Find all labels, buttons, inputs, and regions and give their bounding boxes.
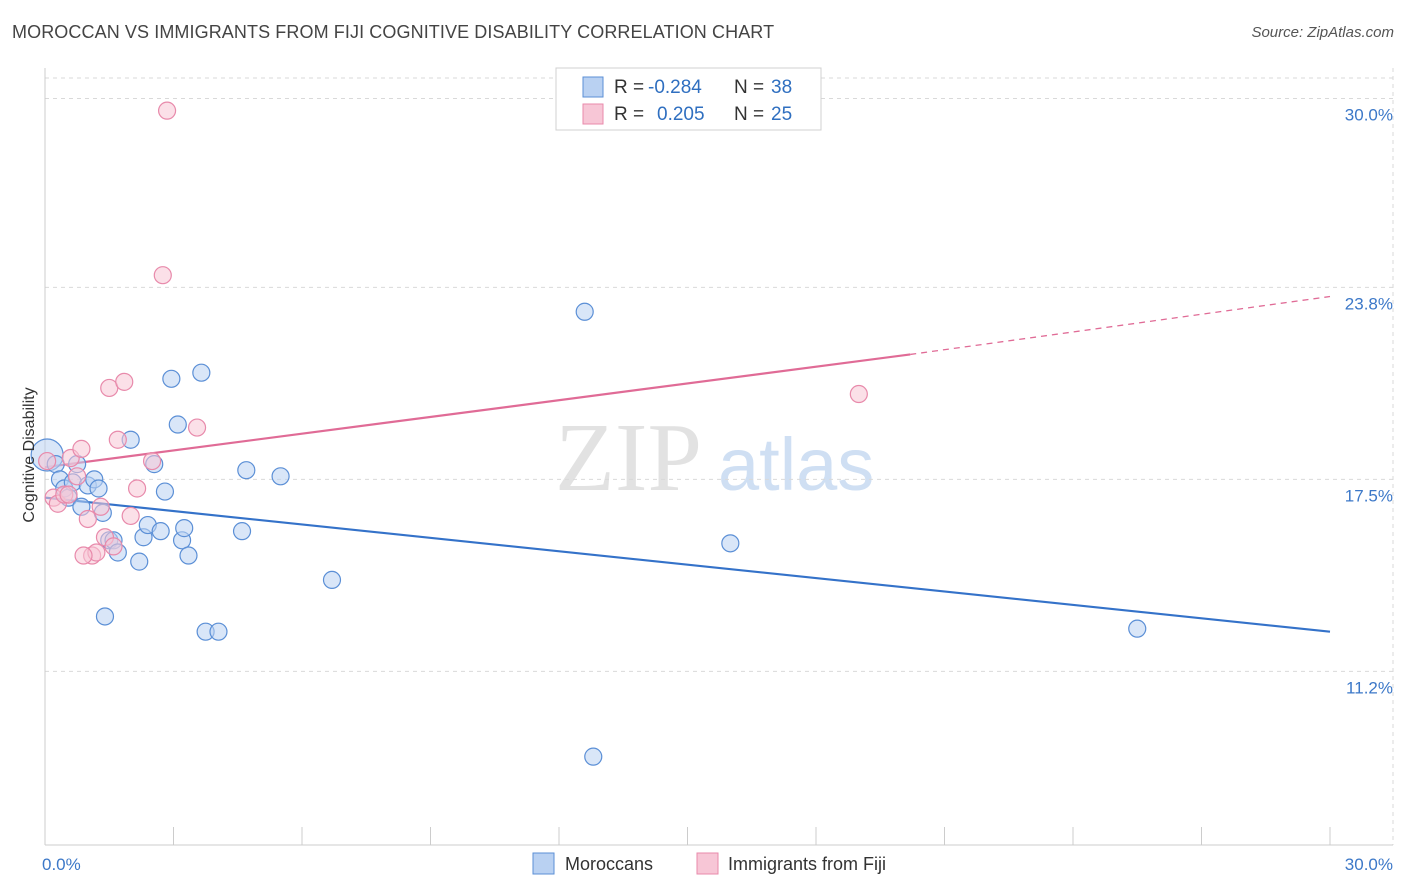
- y-tick-label-2: 23.8%: [1345, 294, 1393, 313]
- point-moroccans-33: [322, 570, 342, 590]
- point-fiji-17: [121, 506, 140, 526]
- series-legend: Moroccans Immigrants from Fiji: [532, 852, 886, 875]
- point-fiji-24: [74, 546, 93, 565]
- point-moroccans-26: [179, 546, 198, 565]
- point-moroccans-34: [575, 302, 594, 321]
- y-tick-label-3: 30.0%: [1345, 105, 1393, 124]
- point-moroccans-30: [232, 522, 252, 541]
- gridlines: [45, 68, 1394, 845]
- legend-n-value-0: 38: [771, 77, 792, 98]
- watermark-atlas: atlas: [718, 423, 874, 506]
- trend-lines: [44, 295, 1331, 633]
- tick-labels: 11.2% 17.5% 23.8% 30.0% 0.0% 30.0%: [42, 105, 1393, 874]
- watermark-zip: ZIP: [555, 404, 702, 512]
- bottom-legend-swatch-moroccans: [532, 852, 555, 875]
- point-moroccans-27: [192, 363, 211, 382]
- point-fiji-4: [59, 485, 78, 504]
- point-moroccans-21: [155, 482, 175, 501]
- point-fiji-22: [187, 418, 207, 437]
- point-fiji-19: [142, 451, 162, 471]
- point-fiji-14: [104, 537, 123, 556]
- y-tick-label-0: 11.2%: [1346, 678, 1393, 697]
- x-tick-label-0: 0.0%: [42, 855, 81, 874]
- point-moroccans-31: [237, 461, 256, 480]
- point-fiji-6: [68, 467, 87, 486]
- point-moroccans-38: [95, 607, 115, 626]
- legend-r-label-0: R =: [614, 77, 644, 98]
- point-fiji-23: [849, 384, 868, 404]
- point-fiji-16: [115, 372, 134, 391]
- legend-n-label-0: N =: [734, 77, 764, 98]
- point-moroccans-23: [168, 415, 187, 434]
- legend-r-value-0: -0.284: [648, 77, 702, 98]
- data-points: [30, 101, 1147, 766]
- point-moroccans-29: [209, 622, 228, 641]
- point-moroccans-36: [721, 534, 740, 553]
- chart-source: Source: ZipAtlas.com: [1251, 24, 1394, 41]
- chart-title: MOROCCAN VS IMMIGRANTS FROM FIJI COGNITI…: [12, 22, 775, 42]
- point-fiji-21: [157, 101, 177, 120]
- y-axis-title: Cognitive Disability: [21, 387, 38, 522]
- point-moroccans-16: [130, 552, 149, 571]
- trend-line-fiji: [44, 353, 911, 469]
- bottom-legend-fiji: Immigrants from Fiji: [728, 854, 886, 874]
- point-fiji-15: [108, 430, 127, 449]
- point-moroccans-20: [151, 522, 170, 541]
- y-tick-label-1: 17.5%: [1345, 486, 1393, 505]
- bottom-legend-moroccans: Moroccans: [565, 854, 653, 874]
- point-moroccans-37: [1128, 619, 1147, 638]
- trend-line-moroccans: [44, 496, 1331, 633]
- point-fiji-18: [127, 479, 147, 498]
- legend-swatch-moroccans: [582, 76, 604, 98]
- point-fiji-11: [91, 497, 110, 516]
- point-moroccans-32: [271, 467, 290, 486]
- point-fiji-20: [153, 266, 172, 285]
- point-fiji-0: [38, 451, 57, 471]
- point-moroccans-25: [175, 519, 194, 538]
- point-fiji-7: [72, 439, 91, 458]
- bottom-legend-swatch-fiji: [696, 852, 719, 875]
- trend-line-fiji-extension: [910, 295, 1331, 356]
- legend-swatch-fiji: [582, 103, 604, 125]
- stats-legend: R = -0.284 N = 38 R = 0.205 N = 25: [555, 67, 822, 131]
- x-tick-label-1: 30.0%: [1345, 855, 1393, 874]
- legend-r-label-1: R =: [614, 104, 644, 125]
- legend-n-label-1: N =: [734, 104, 764, 125]
- point-moroccans-22: [162, 369, 181, 388]
- point-moroccans-35: [584, 747, 603, 766]
- point-fiji-8: [78, 509, 97, 529]
- legend-n-value-1: 25: [771, 104, 792, 125]
- legend-r-value-1: 0.205: [657, 104, 705, 125]
- point-moroccans-10: [89, 479, 108, 498]
